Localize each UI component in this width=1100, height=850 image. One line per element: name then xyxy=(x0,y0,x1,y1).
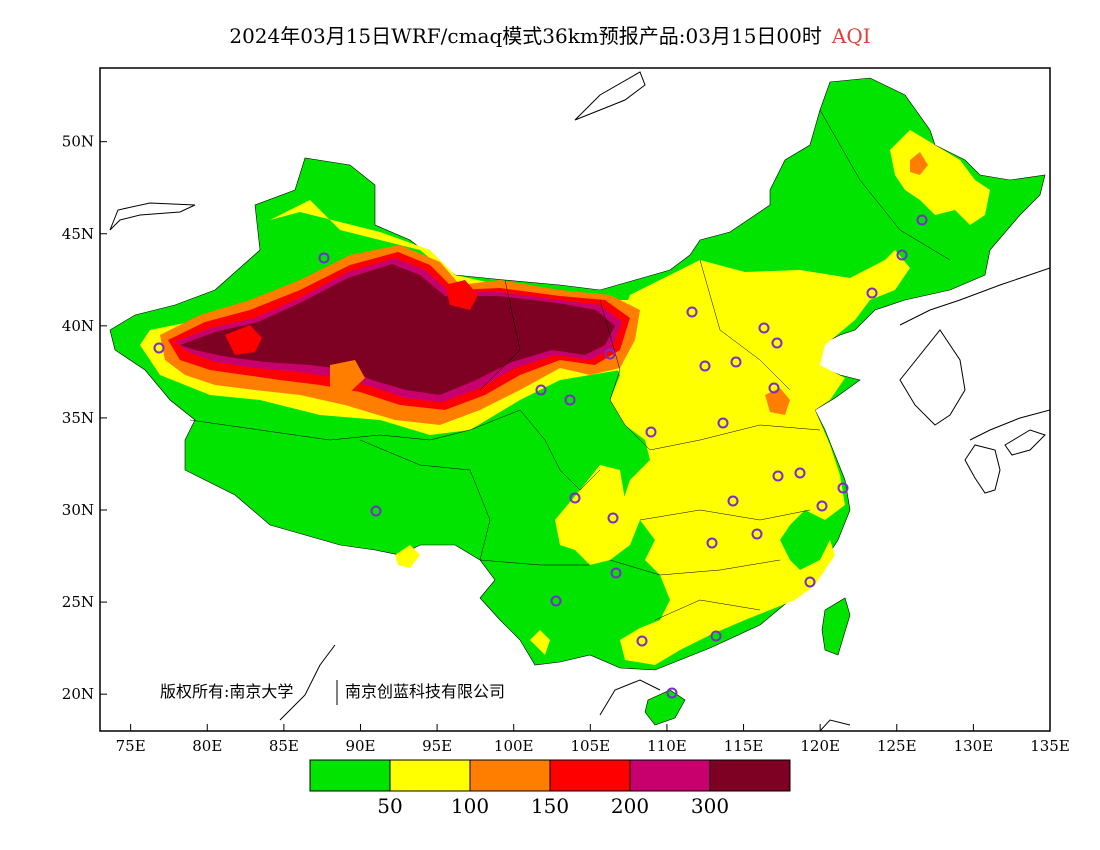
lon-tick-label: 100E xyxy=(494,737,534,755)
legend-label: 50 xyxy=(377,794,402,818)
station-marker xyxy=(916,214,928,226)
station-marker xyxy=(751,528,763,540)
legend-label: 150 xyxy=(531,794,569,818)
lon-tick-label: 120E xyxy=(800,737,840,755)
station-marker xyxy=(758,322,770,334)
station-marker xyxy=(816,500,828,512)
lon-tick-label: 90E xyxy=(345,737,375,755)
station-marker xyxy=(564,394,576,406)
latitude-axis: 50N 45N 40N 35N 30N 25N 20N xyxy=(62,133,107,703)
lat-tick-label: 35N xyxy=(62,409,94,427)
lon-tick-label: 85E xyxy=(269,737,299,755)
station-marker xyxy=(535,384,547,396)
station-marker xyxy=(794,467,806,479)
station-marker xyxy=(666,687,678,699)
title-main: 2024年03月15日WRF/cmaq模式36km预报产品:03月15日00时 xyxy=(229,24,822,48)
station-marker xyxy=(730,356,742,368)
title-variable: AQI xyxy=(831,24,871,48)
aqi-hotspots xyxy=(225,280,478,392)
station-marker xyxy=(610,567,622,579)
copyright-text: 版权所有:南京大学 xyxy=(160,682,293,701)
aqi-legend: 50 100 150 200 300 xyxy=(309,759,791,818)
legend-swatch xyxy=(629,759,711,792)
station-marker xyxy=(550,595,562,607)
lat-tick-label: 40N xyxy=(62,317,94,335)
aqi-region-hazardous xyxy=(180,264,615,395)
lon-tick-label: 75E xyxy=(116,737,146,755)
legend-swatch xyxy=(309,759,391,792)
lat-tick-label: 25N xyxy=(62,593,94,611)
station-marker xyxy=(604,348,616,360)
station-marker xyxy=(710,630,722,642)
province-boundaries xyxy=(189,109,951,621)
longitude-axis: 75E 80E 85E 90E 95E 100E 105E 110E 115E 120E 125E 1… xyxy=(116,724,1070,755)
lat-tick-label: 30N xyxy=(62,501,94,519)
hainan-island xyxy=(644,689,686,726)
lat-tick-label: 50N xyxy=(62,133,94,151)
station-marker xyxy=(370,505,382,517)
station-marker xyxy=(866,287,878,299)
station-markers xyxy=(153,214,928,699)
station-marker xyxy=(699,360,711,372)
lon-tick-label: 135E xyxy=(1030,737,1070,755)
station-marker xyxy=(727,495,739,507)
lon-tick-label: 110E xyxy=(647,737,687,755)
legend-label: 100 xyxy=(451,794,489,818)
station-marker xyxy=(686,306,698,318)
legend-label: 300 xyxy=(691,794,729,818)
map-content: 版权所有:南京大学 南京创蓝科技有限公司 xyxy=(109,71,1050,731)
taiwan-island xyxy=(821,597,851,656)
lon-tick-label: 105E xyxy=(571,737,611,755)
lon-tick-label: 125E xyxy=(877,737,917,755)
legend-swatch xyxy=(469,759,551,792)
legend-label: 200 xyxy=(611,794,649,818)
station-marker xyxy=(804,576,816,588)
station-marker xyxy=(153,342,165,354)
station-marker xyxy=(318,252,330,264)
station-marker xyxy=(771,337,783,349)
copyright-text-2: 南京创蓝科技有限公司 xyxy=(345,682,505,701)
lon-tick-label: 80E xyxy=(192,737,222,755)
legend-swatch xyxy=(709,759,791,792)
map-frame xyxy=(99,67,1051,732)
station-marker xyxy=(607,512,619,524)
station-marker xyxy=(645,426,657,438)
station-marker xyxy=(837,482,849,494)
station-marker xyxy=(636,635,648,647)
neighbour-coastlines xyxy=(109,71,1050,731)
lon-tick-label: 130E xyxy=(954,737,994,755)
legend-swatch xyxy=(549,759,631,792)
station-marker xyxy=(768,382,780,394)
lat-tick-label: 45N xyxy=(62,225,94,243)
station-marker xyxy=(706,537,718,549)
station-marker xyxy=(717,417,729,429)
map-title: 2024年03月15日WRF/cmaq模式36km预报产品:03月15日00时 A… xyxy=(0,20,1100,49)
lat-tick-label: 20N xyxy=(62,685,94,703)
station-marker xyxy=(896,249,908,261)
station-marker xyxy=(772,470,784,482)
station-marker xyxy=(569,492,581,504)
legend-swatch xyxy=(389,759,471,792)
lon-tick-label: 115E xyxy=(724,737,764,755)
lon-tick-label: 95E xyxy=(422,737,452,755)
